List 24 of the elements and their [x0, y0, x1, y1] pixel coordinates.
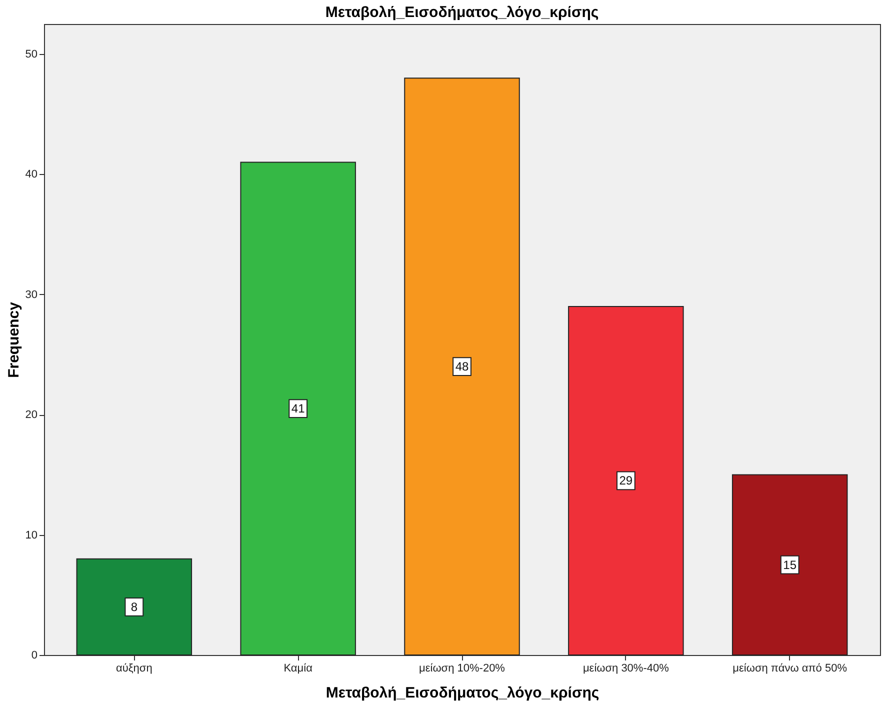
x-tick-label: μείωση 30%-40% — [582, 662, 670, 674]
y-axis-title: Frequency — [5, 301, 22, 378]
data-label: 48 — [455, 360, 469, 374]
data-label: 29 — [619, 474, 633, 488]
chart-title: Μεταβολή_Εισοδήματος_λόγο_κρίσης — [325, 4, 599, 21]
y-tick-label: 40 — [25, 168, 38, 181]
y-tick-label: 50 — [25, 48, 38, 61]
bar — [732, 474, 848, 656]
x-tick-label: μείωση πάνω από 50% — [732, 662, 848, 674]
bar — [240, 162, 356, 656]
data-label: 15 — [783, 558, 797, 572]
y-tick-label: 10 — [25, 529, 38, 542]
x-tick-label: μείωση 10%-20% — [419, 662, 506, 674]
y-tick-label: 20 — [25, 409, 38, 422]
data-label: 8 — [130, 600, 138, 614]
x-axis-title: Μεταβολή_Εισοδήματος_λόγο_κρίσης — [326, 684, 600, 702]
y-tick-label: 0 — [31, 650, 38, 662]
x-tick-label: αύξηση — [116, 662, 152, 674]
x-tick-label: Καμία — [284, 662, 314, 674]
y-tick-label: 30 — [25, 288, 38, 301]
bar — [568, 306, 684, 656]
bar — [404, 78, 520, 656]
bar — [76, 558, 192, 656]
data-label: 41 — [291, 402, 306, 416]
